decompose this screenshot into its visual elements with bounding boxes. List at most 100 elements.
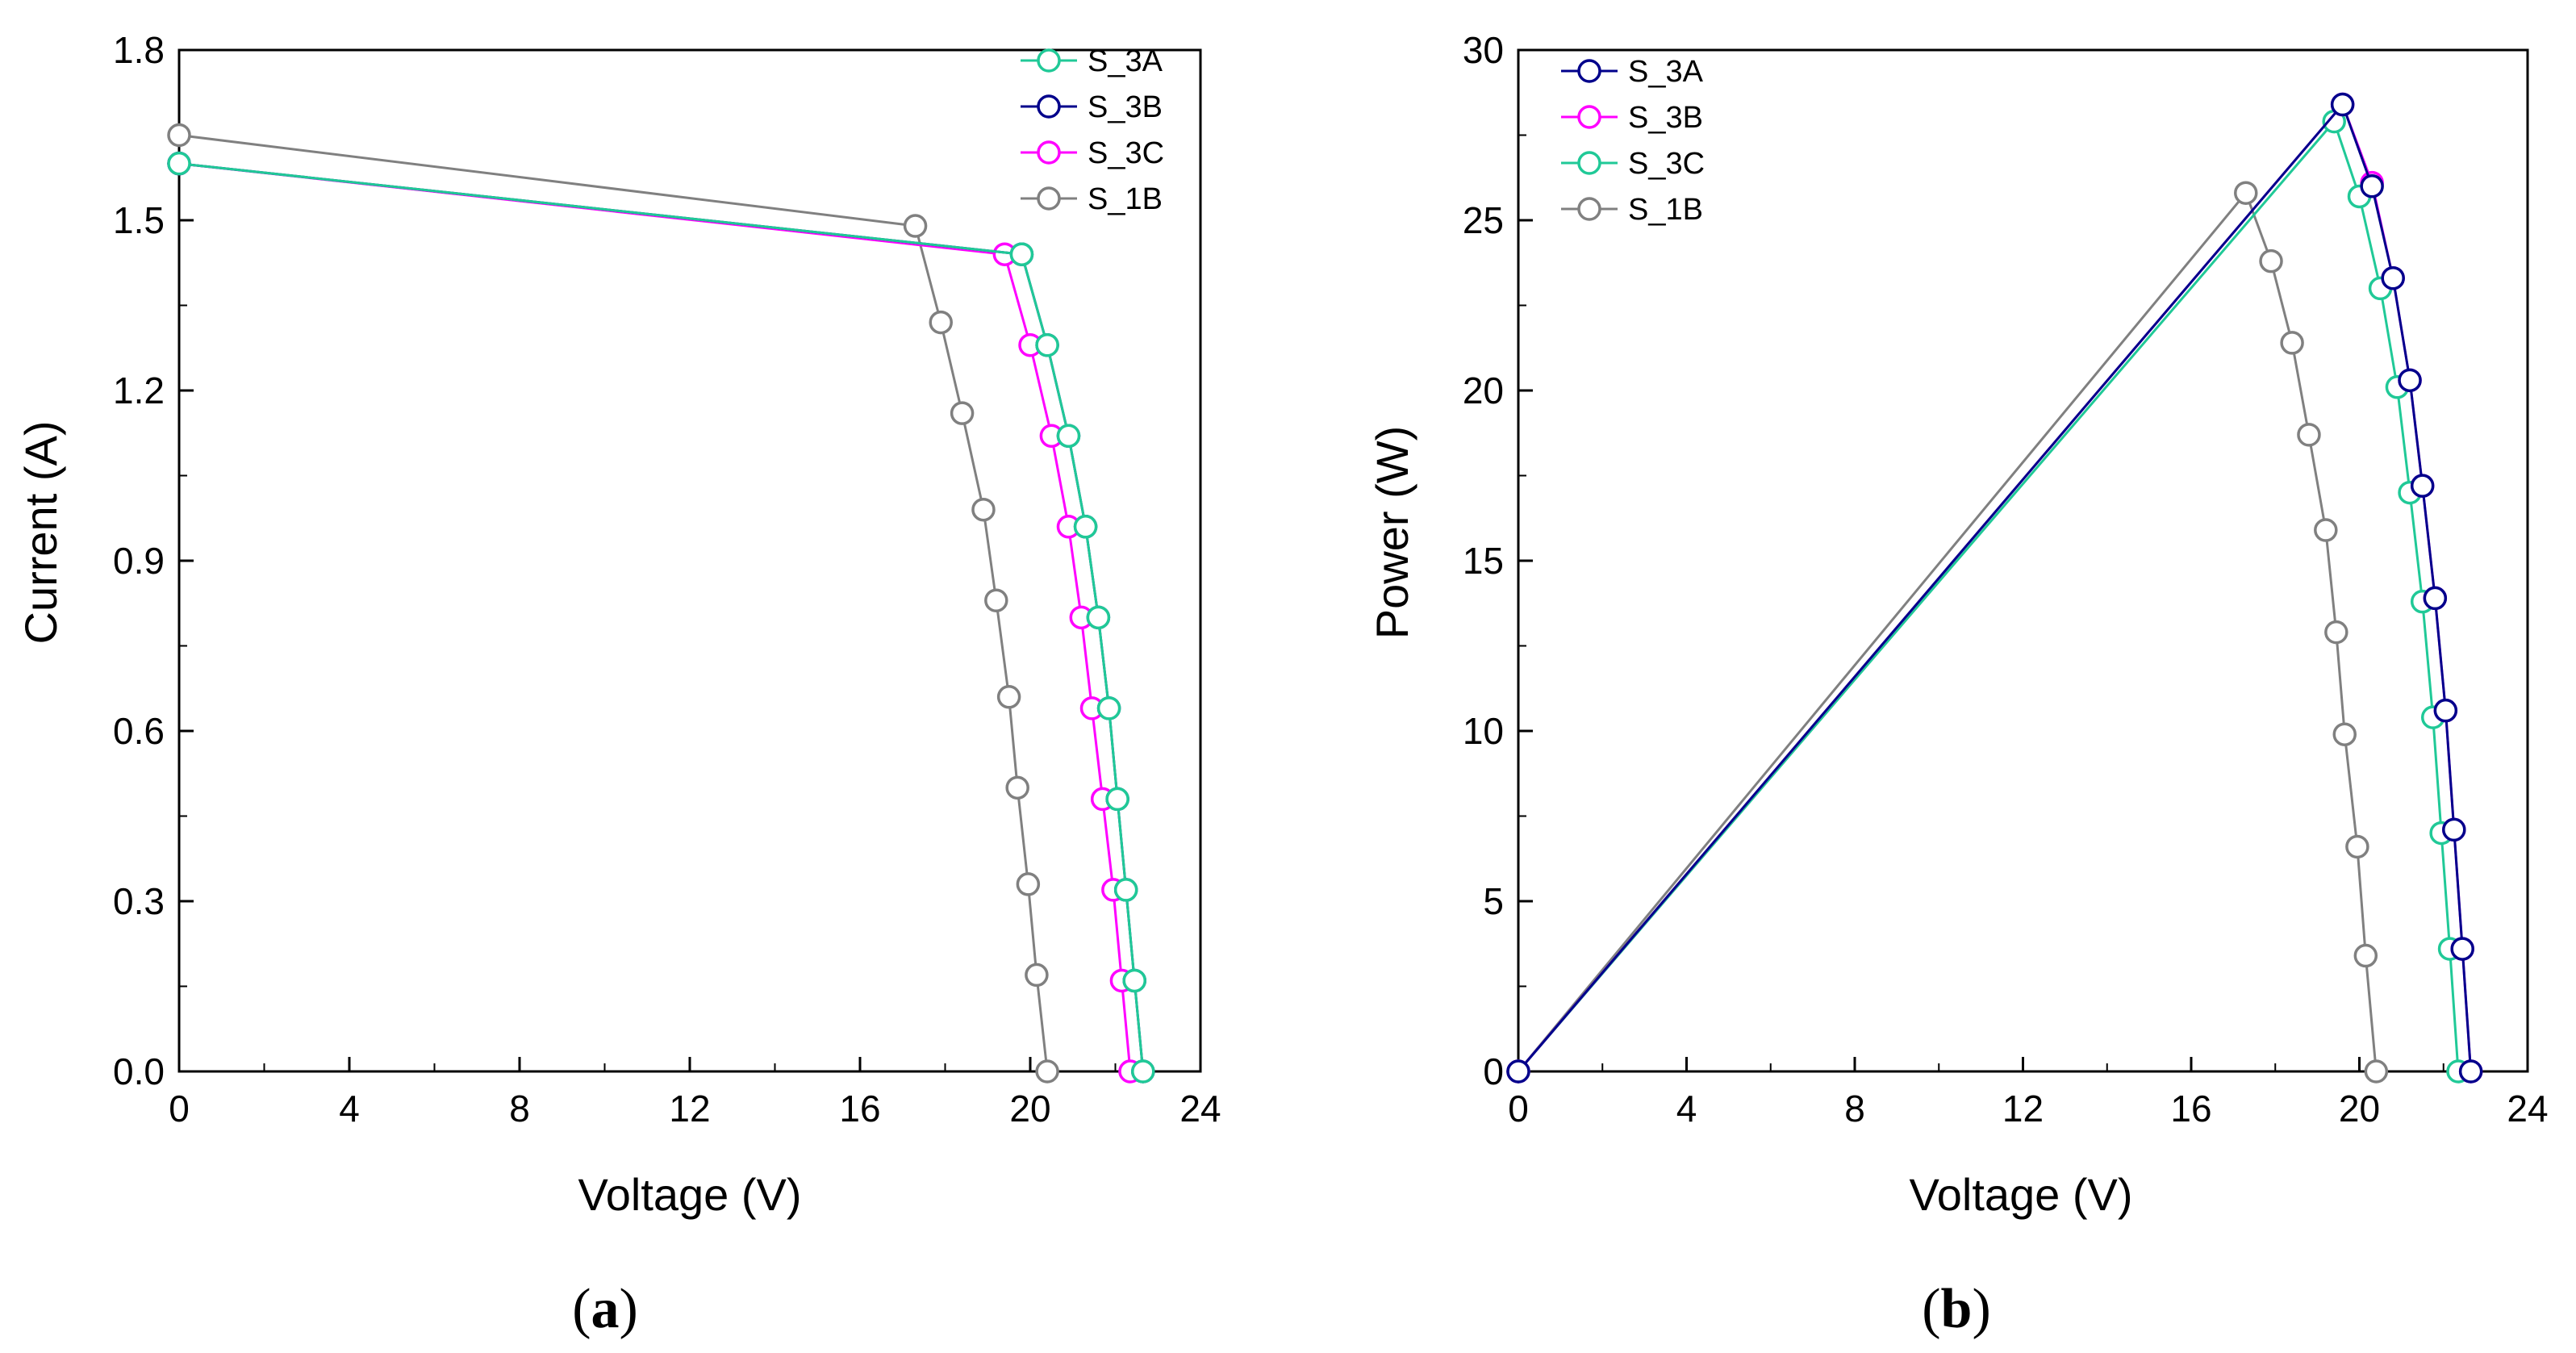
caption-b-open: ( xyxy=(1922,1278,1940,1340)
data-point xyxy=(2345,834,2369,859)
series-line xyxy=(178,162,1132,1072)
legend-label: S_3C xyxy=(1628,147,1705,181)
y-tick-label: 30 xyxy=(1463,29,1504,71)
data-point xyxy=(971,497,996,522)
x-tick-label: 8 xyxy=(509,1088,530,1130)
legend-marker xyxy=(1037,186,1061,211)
series-s-3a xyxy=(167,151,1155,1084)
x-tick-label: 0 xyxy=(1508,1088,1529,1130)
data-point xyxy=(2364,1059,2389,1084)
series-line xyxy=(1517,102,2473,1072)
legend-item: S_3C xyxy=(1021,136,1164,170)
data-point xyxy=(984,588,1008,612)
data-point xyxy=(1096,696,1121,720)
data-point xyxy=(2324,620,2348,645)
data-point xyxy=(2330,92,2355,117)
y-tick-label: 0.3 xyxy=(113,880,165,922)
x-tick-label: 20 xyxy=(1009,1088,1050,1130)
caption-b-letter: b xyxy=(1941,1278,1973,1340)
legend-marker xyxy=(1577,59,1601,83)
caption-b: (b) xyxy=(1922,1278,1991,1340)
caption-a-letter: a xyxy=(591,1278,620,1340)
y-tick-label: 1.8 xyxy=(113,29,165,71)
data-point xyxy=(2259,248,2283,274)
data-point xyxy=(929,310,953,335)
data-point xyxy=(2410,474,2435,498)
data-point xyxy=(2297,423,2321,447)
legend-marker xyxy=(1037,140,1061,165)
x-axis-title-b: Voltage (V) xyxy=(1909,1169,2132,1220)
legend-marker xyxy=(1577,105,1601,129)
legend-label: S_3B xyxy=(1628,101,1703,135)
data-point xyxy=(950,401,975,425)
plot-area-b: 0 4 8 12 16 20 24 0 5 10 15 20 25 30 S_3A S_3B S_3C S_1B xyxy=(1463,29,2549,1130)
x-tick-label: 20 xyxy=(2339,1088,2380,1130)
x-tick-label: 16 xyxy=(839,1088,880,1130)
legend-marker xyxy=(1037,94,1061,119)
y-tick-label: 5 xyxy=(1483,880,1504,922)
data-point xyxy=(2458,1059,2483,1084)
y-tick-label: 0.0 xyxy=(113,1050,165,1092)
data-point xyxy=(1506,1059,1530,1084)
series-s-1b xyxy=(167,123,1059,1084)
y-axis-title-a: Current (A) xyxy=(15,421,66,645)
data-point xyxy=(1105,787,1129,812)
data-point xyxy=(167,123,191,148)
data-point xyxy=(2442,817,2466,842)
legend-marker xyxy=(1577,197,1601,221)
y-tick-label: 1.2 xyxy=(113,370,165,411)
x-tick-label: 0 xyxy=(169,1088,190,1130)
data-point xyxy=(2234,181,2258,205)
legend-item: S_3A xyxy=(1021,44,1163,78)
legend-item: S_1B xyxy=(1561,193,1703,227)
legend-item: S_1B xyxy=(1021,182,1163,216)
data-point xyxy=(2360,174,2384,198)
data-point xyxy=(167,151,191,176)
data-point xyxy=(1113,878,1138,902)
data-point xyxy=(1131,1059,1155,1084)
y-axis-title-b: Power (W) xyxy=(1367,426,1417,639)
x-tick-label: 4 xyxy=(339,1088,360,1130)
y-tick-label: 1.5 xyxy=(113,199,165,241)
legend-label: S_3A xyxy=(1628,55,1704,89)
legend-label: S_3B xyxy=(1088,90,1163,124)
x-tick-label: 24 xyxy=(1179,1088,1221,1130)
data-point xyxy=(1073,515,1098,539)
x-tick-label: 16 xyxy=(2170,1088,2211,1130)
x-tick-label: 12 xyxy=(669,1088,710,1130)
y-tick-label: 15 xyxy=(1463,540,1504,582)
series-s-3a xyxy=(1506,92,2483,1084)
data-point xyxy=(903,214,928,238)
series-s-3c xyxy=(167,151,1142,1084)
x-axis-title-a: Voltage (V) xyxy=(578,1169,801,1220)
data-point xyxy=(2433,698,2458,723)
x-tick-label: 24 xyxy=(2507,1088,2548,1130)
series-line xyxy=(1517,102,2473,1072)
data-point xyxy=(2353,943,2378,968)
y-tick-label: 0 xyxy=(1483,1050,1504,1092)
y-tick-label: 25 xyxy=(1463,199,1504,241)
caption-a: (a) xyxy=(572,1278,638,1340)
data-point xyxy=(1025,963,1049,988)
legend: S_3A S_3B S_3C S_1B xyxy=(1021,44,1164,216)
legend-item: S_3B xyxy=(1021,90,1163,124)
series-line xyxy=(178,134,1049,1072)
data-point xyxy=(2314,518,2338,542)
chart-panel-b: 0 4 8 12 16 20 24051015202530S_3AS_3BS_3CS_1B … xyxy=(1367,29,2549,1340)
data-point xyxy=(2332,722,2357,746)
data-point xyxy=(2423,586,2448,611)
data-point xyxy=(2280,331,2304,355)
data-point xyxy=(1005,775,1029,800)
x-tick-label: 8 xyxy=(1844,1088,1865,1130)
legend-item: S_3A xyxy=(1561,55,1704,89)
x-tick-label: 4 xyxy=(1676,1088,1697,1130)
legend-label: S_3A xyxy=(1088,44,1163,78)
x-tick-label: 12 xyxy=(2002,1088,2044,1130)
legend-item: S_3C xyxy=(1561,147,1705,181)
data-point xyxy=(1056,424,1081,449)
plot-area-a: 0 4 8 12 16 20 24 0.0 0.3 0.6 0.9 1.2 1.5 1.8 S_3A S_3B… xyxy=(113,29,1221,1130)
legend-label: S_3C xyxy=(1088,136,1164,170)
legend-label: S_1B xyxy=(1088,182,1163,216)
data-point xyxy=(2398,368,2422,393)
